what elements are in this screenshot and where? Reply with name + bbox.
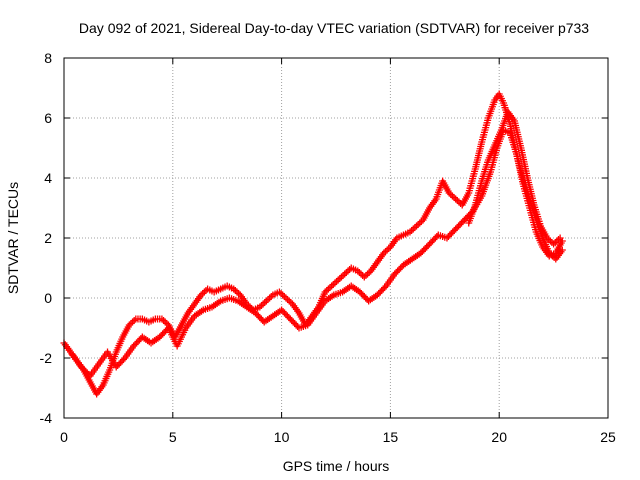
- data-point: [549, 252, 557, 260]
- data-point: [409, 225, 417, 233]
- data-point: [326, 284, 334, 291]
- data-point: [279, 291, 287, 299]
- data-point: [450, 194, 458, 201]
- data-point: [256, 303, 264, 311]
- y-tick-label: 4: [44, 170, 52, 186]
- data-point: [275, 288, 283, 296]
- data-point: [161, 318, 169, 326]
- data-point: [357, 270, 365, 278]
- chart-title: Day 092 of 2021, Sidereal Day-to-day VTE…: [79, 20, 589, 36]
- x-tick-label: 5: [169, 429, 177, 445]
- data-point: [129, 318, 137, 326]
- data-point: [282, 294, 290, 302]
- y-axis-label: SDTVAR / TECUs: [5, 182, 21, 294]
- data-point: [380, 249, 388, 257]
- data-point: [447, 191, 455, 198]
- data-point: [355, 269, 363, 276]
- data-point: [267, 293, 275, 300]
- data-point: [448, 192, 456, 200]
- data-point: [558, 246, 566, 254]
- data-point: [233, 288, 241, 296]
- data-point: [331, 279, 339, 287]
- data-point: [408, 227, 416, 234]
- x-axis-label: GPS time / hours: [283, 458, 390, 474]
- data-point: [411, 224, 419, 231]
- y-tick-label: 6: [44, 110, 52, 126]
- data-point: [543, 234, 551, 242]
- data-point: [354, 267, 362, 275]
- data-point: [416, 219, 424, 227]
- data-point: [329, 281, 337, 288]
- x-tick-label: 10: [274, 429, 290, 445]
- data-markers: [60, 90, 566, 398]
- data-point: [125, 321, 133, 329]
- data-point: [453, 197, 461, 204]
- data-point: [382, 248, 390, 255]
- data-point: [284, 296, 292, 303]
- data-point: [362, 272, 370, 279]
- data-point: [262, 297, 270, 305]
- data-point: [264, 296, 272, 303]
- data-point: [200, 288, 208, 296]
- data-point: [158, 315, 166, 323]
- data-point: [231, 287, 239, 294]
- data-point: [285, 297, 293, 305]
- data-point: [323, 287, 331, 294]
- data-point: [545, 236, 553, 243]
- data-point: [547, 251, 555, 258]
- data-point: [413, 222, 421, 230]
- data-point: [130, 317, 138, 324]
- y-tick-label: 2: [44, 230, 52, 246]
- data-point: [230, 285, 238, 293]
- grid-lines: [64, 58, 608, 418]
- data-point: [556, 234, 564, 242]
- plot-frame: [63, 57, 609, 419]
- data-point: [414, 221, 422, 228]
- x-tick-label: 25: [600, 429, 616, 445]
- data-point: [546, 237, 554, 245]
- data-point: [259, 300, 267, 308]
- data-point: [341, 270, 349, 278]
- data-point: [337, 273, 345, 281]
- data-point: [364, 270, 372, 278]
- data-point: [280, 293, 288, 300]
- y-tick-label: -2: [40, 350, 53, 366]
- y-tick-label: 8: [44, 50, 52, 66]
- data-point: [545, 249, 553, 257]
- data-point: [342, 269, 350, 276]
- data-point: [339, 272, 347, 279]
- data-point: [455, 198, 463, 206]
- data-point: [554, 236, 562, 243]
- data-point: [261, 299, 269, 306]
- x-tick-label: 20: [491, 429, 507, 445]
- data-point: [257, 302, 265, 309]
- y-tick-label: -4: [40, 410, 53, 426]
- data-point: [383, 246, 391, 254]
- data-point: [160, 317, 168, 324]
- data-point: [360, 273, 368, 281]
- data-point: [321, 288, 329, 296]
- data-point: [452, 195, 460, 203]
- data-point: [266, 294, 274, 302]
- data-point: [197, 291, 205, 299]
- data-point: [553, 237, 561, 245]
- data-point: [344, 267, 352, 275]
- data-point: [328, 282, 336, 290]
- data-point: [551, 239, 559, 246]
- data-point: [199, 290, 207, 297]
- data-point: [127, 320, 135, 327]
- data-point: [336, 275, 344, 282]
- x-tick-label: 0: [60, 429, 68, 445]
- data-point: [445, 189, 453, 197]
- x-tick-label: 15: [383, 429, 399, 445]
- data-point: [550, 240, 558, 248]
- data-point: [333, 278, 341, 285]
- data-point: [406, 228, 414, 236]
- y-tick-label: 0: [44, 290, 52, 306]
- data-point: [324, 285, 332, 293]
- data-point: [334, 276, 342, 284]
- data-point: [277, 290, 285, 297]
- tick-labels: 0 5 10 15 20 25 -4 -2 0 2 4 6 8: [40, 50, 616, 445]
